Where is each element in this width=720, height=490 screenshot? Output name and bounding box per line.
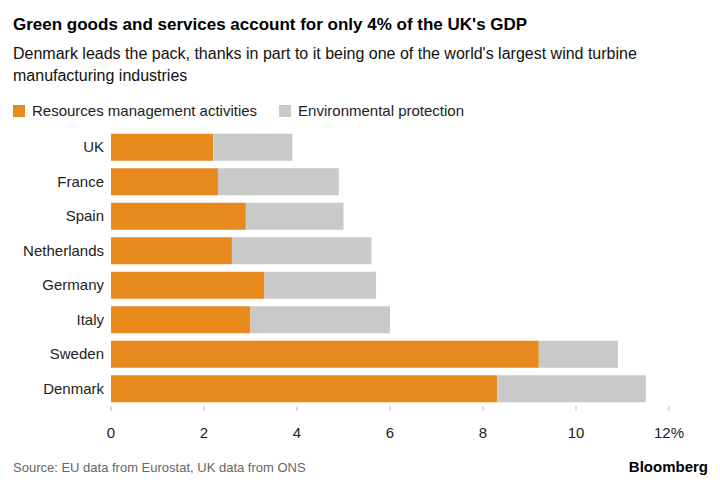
tick-mark	[204, 406, 205, 411]
legend-label: Resources management activities	[32, 102, 257, 119]
category-label: Netherlands	[23, 242, 104, 259]
category-label: Denmark	[43, 380, 104, 397]
tick-label: 12%	[654, 424, 684, 441]
bars	[111, 134, 646, 403]
category-label: France	[57, 173, 104, 190]
bar	[218, 168, 339, 195]
bar	[264, 272, 376, 299]
category-label: Italy	[76, 311, 104, 328]
tick-mark	[483, 406, 484, 411]
tick-mark	[669, 406, 670, 411]
legend-swatch	[279, 105, 291, 117]
tick-label: 6	[386, 424, 394, 441]
tick-label: 8	[479, 424, 487, 441]
legend-swatch	[13, 105, 25, 117]
bar	[111, 203, 246, 230]
bar	[111, 306, 251, 333]
bar	[111, 272, 264, 299]
bar	[251, 306, 391, 333]
tick-mark	[111, 406, 112, 411]
bar	[497, 375, 646, 402]
subtitle: Denmark leads the pack, thanks in part t…	[13, 43, 713, 87]
tick-label: 10	[568, 424, 585, 441]
tick-label: 0	[107, 424, 115, 441]
tick-label: 4	[293, 424, 301, 441]
category-label: Spain	[66, 207, 104, 224]
bar	[111, 168, 218, 195]
tick-mark	[576, 406, 577, 411]
bar	[213, 134, 292, 161]
source: Source: EU data from Eurostat, UK data f…	[13, 460, 306, 475]
bar	[111, 134, 213, 161]
legend-label: Environmental protection	[298, 102, 464, 119]
bar	[111, 341, 539, 368]
bar	[111, 237, 232, 264]
category-label: Sweden	[50, 345, 104, 362]
title: Green goods and services account for onl…	[13, 15, 713, 35]
bar	[539, 341, 618, 368]
bar	[246, 203, 344, 230]
tick-label: 2	[200, 424, 208, 441]
category-label: UK	[83, 138, 104, 155]
bar	[232, 237, 372, 264]
tick-mark	[390, 406, 391, 411]
bar	[111, 375, 497, 402]
credit: Bloomberg	[629, 458, 708, 475]
tick-mark	[297, 406, 298, 411]
category-label: Germany	[42, 276, 104, 293]
